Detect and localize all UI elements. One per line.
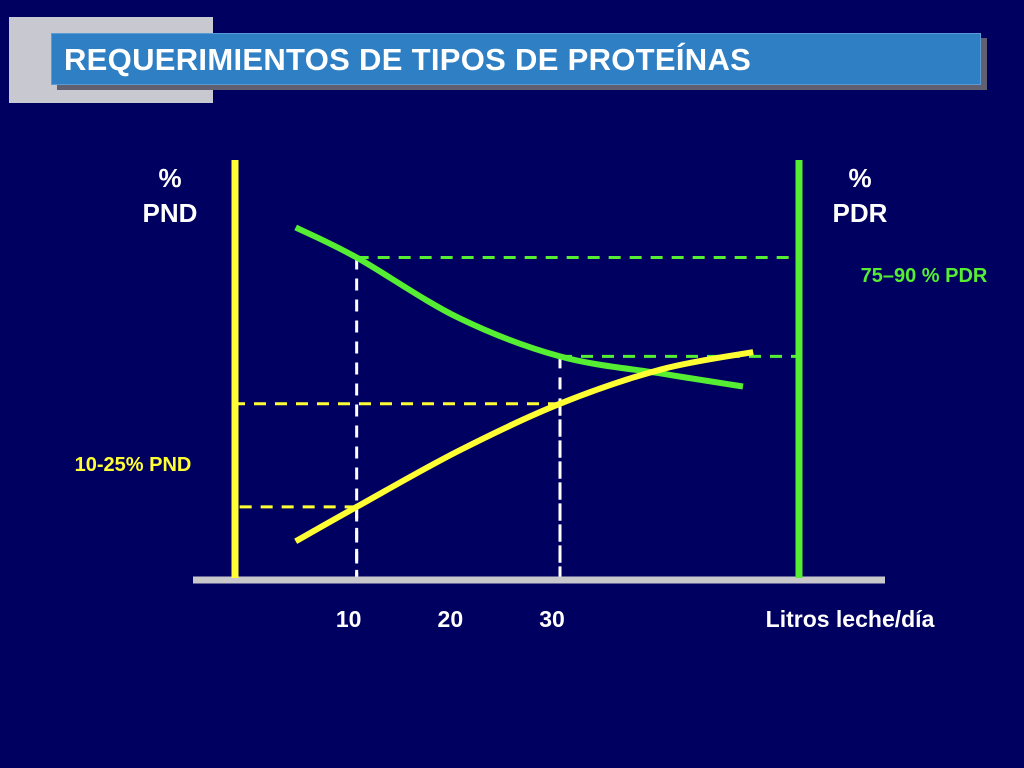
page-title: REQUERIMIENTOS DE TIPOS DE PROTEÍNAS xyxy=(64,42,752,77)
x-tick-label-10: 10 xyxy=(336,606,362,632)
pnd-range-annotation: 10-25% PND xyxy=(75,454,192,476)
x-tick-labels: 10 20 30 xyxy=(336,606,565,632)
pnd-axis-label: PND xyxy=(143,198,198,228)
pdr-axis-label: PDR xyxy=(833,198,888,228)
series-lines xyxy=(294,224,754,544)
pdr-axis-label-top: % xyxy=(848,163,871,193)
pdr-range-annotation: 75–90 % PDR xyxy=(861,265,988,287)
title-bar: REQUERIMIENTOS DE TIPOS DE PROTEÍNAS xyxy=(51,33,981,85)
pdr-curve xyxy=(294,224,744,390)
x-axis-label: Litros leche/día xyxy=(766,606,935,632)
x-tick-label-30: 30 xyxy=(539,606,565,632)
pnd-curve xyxy=(294,349,754,544)
pnd-axis-label-top: % xyxy=(158,163,181,193)
guide-lines xyxy=(235,256,799,578)
x-tick-label-20: 20 xyxy=(438,606,464,632)
